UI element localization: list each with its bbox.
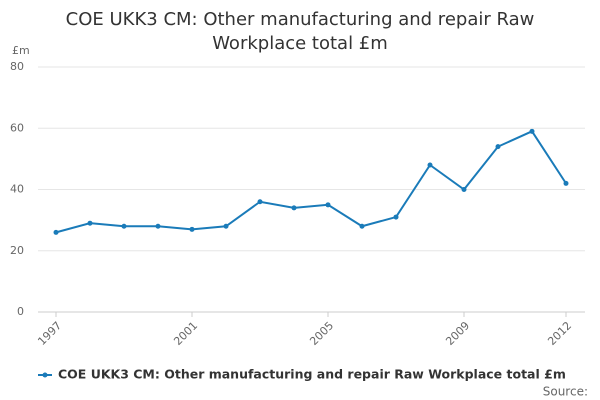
x-tick-label: 2001 xyxy=(171,319,200,348)
y-tick-label: 0 xyxy=(17,305,24,318)
data-point xyxy=(393,214,399,220)
data-point xyxy=(189,226,195,232)
source: Source: xyxy=(543,385,588,399)
data-point xyxy=(257,199,263,205)
chart-title: COE UKK3 CM: Other manufacturing and rep… xyxy=(65,9,535,54)
data-point xyxy=(461,187,467,192)
x-tick-label: 2005 xyxy=(307,319,336,348)
data-point xyxy=(291,205,297,211)
data-point xyxy=(529,128,535,134)
x-tick-label: 1997 xyxy=(35,319,64,348)
data-point xyxy=(359,223,365,229)
y-axis-label: £m xyxy=(12,44,30,57)
y-tick-label: 80 xyxy=(10,60,24,73)
x-tick-label: 2012 xyxy=(545,319,574,348)
data-point xyxy=(563,180,569,186)
y-tick-label: 20 xyxy=(10,244,24,257)
legend-text: COE UKK3 CM: Other manufacturing and rep… xyxy=(58,367,566,382)
data-point xyxy=(495,144,501,150)
y-tick-label: 60 xyxy=(10,121,24,134)
data-point xyxy=(223,223,229,229)
data-point xyxy=(427,162,433,168)
data-point xyxy=(325,202,331,208)
data-line xyxy=(55,130,567,234)
data-point xyxy=(87,220,93,226)
data-point xyxy=(121,223,127,229)
legend-swatch-dot xyxy=(42,372,48,378)
data-point xyxy=(155,223,161,229)
x-tick-label: 2009 xyxy=(443,319,472,348)
data-point xyxy=(53,229,59,235)
y-tick-label: 40 xyxy=(10,183,24,196)
